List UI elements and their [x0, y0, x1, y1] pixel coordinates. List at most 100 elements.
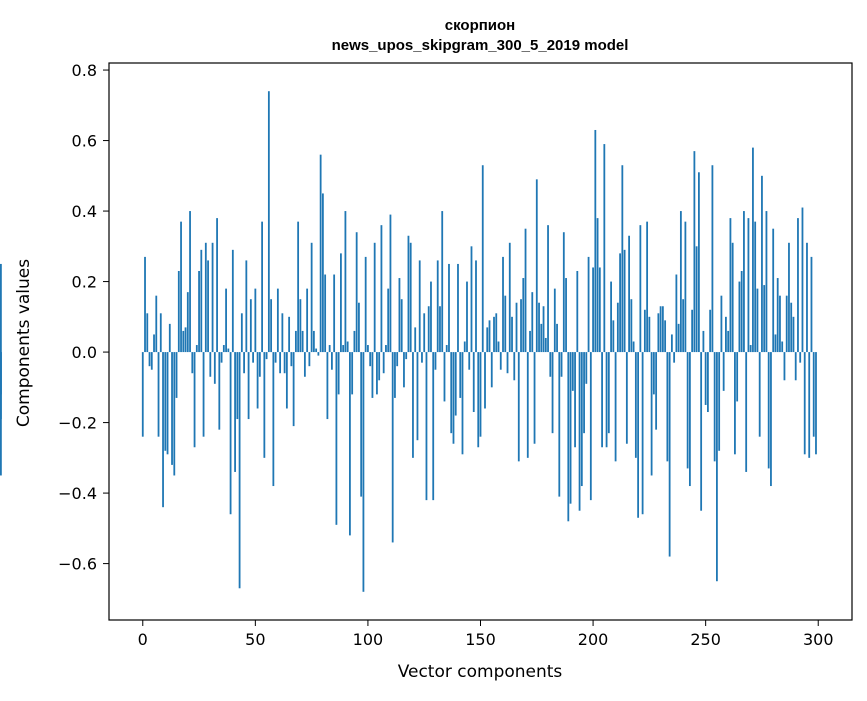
- bar: [670, 334, 673, 353]
- bar: [423, 313, 426, 353]
- bar: [430, 281, 432, 353]
- bar: [267, 91, 270, 353]
- bar: [162, 352, 164, 508]
- bar: [603, 144, 606, 353]
- chart-subtitle: news_upos_skipgram_300_5_2019 model: [332, 37, 629, 54]
- bar: [499, 352, 502, 370]
- bar: [774, 334, 777, 353]
- bar: [279, 352, 282, 374]
- bar: [598, 267, 601, 353]
- chart-title: скорпион: [445, 17, 515, 34]
- bar: [0, 352, 2, 395]
- bar: [490, 352, 493, 388]
- bar: [288, 316, 291, 353]
- bar: [355, 232, 358, 353]
- bar: [583, 352, 585, 434]
- bar: [317, 352, 320, 356]
- bar: [754, 221, 757, 353]
- bar: [337, 352, 340, 395]
- bar: [675, 274, 678, 353]
- x-tick-label: 100: [353, 630, 384, 649]
- bar: [211, 242, 214, 353]
- bar: [371, 352, 374, 398]
- bar: [265, 352, 268, 360]
- bar: [661, 306, 664, 353]
- bar: [310, 242, 313, 353]
- bar: [364, 256, 367, 353]
- bar: [688, 352, 691, 487]
- bar: [614, 352, 617, 462]
- bar: [594, 129, 597, 353]
- bar: [0, 263, 2, 353]
- bar: [236, 352, 239, 420]
- bar: [673, 352, 676, 363]
- bar: [373, 242, 376, 353]
- bar: [571, 352, 574, 391]
- bar: [693, 151, 696, 353]
- bar: [587, 256, 590, 353]
- bar: [400, 299, 403, 353]
- x-axis-label: Vector components: [398, 662, 563, 682]
- bar: [319, 154, 322, 353]
- bar: [457, 263, 459, 353]
- bar: [718, 352, 721, 451]
- bar: [157, 352, 160, 437]
- bar: [403, 352, 405, 388]
- bar: [625, 352, 628, 444]
- bar: [340, 253, 342, 353]
- bar: [659, 306, 662, 353]
- bar: [427, 306, 430, 353]
- bar: [466, 281, 468, 353]
- bar: [549, 352, 552, 377]
- bar: [558, 352, 561, 497]
- bar: [535, 179, 538, 353]
- bar: [529, 330, 531, 353]
- bar: [141, 352, 144, 437]
- bar: [349, 352, 351, 536]
- bar: [182, 330, 185, 353]
- bar: [772, 228, 775, 353]
- bar: [407, 235, 410, 353]
- bar: [434, 352, 437, 370]
- bar: [765, 211, 768, 353]
- bar: [513, 352, 516, 381]
- bar: [394, 352, 396, 398]
- bar: [229, 352, 232, 515]
- bar: [758, 352, 761, 437]
- bar: [682, 299, 685, 353]
- bar: [412, 352, 414, 458]
- bar: [562, 232, 565, 353]
- bar: [195, 345, 198, 353]
- bar: [779, 295, 781, 353]
- bar: [306, 288, 309, 353]
- bar: [470, 246, 473, 353]
- bar: [445, 345, 448, 353]
- bar: [607, 352, 610, 434]
- bar: [508, 242, 511, 353]
- bar: [245, 260, 248, 353]
- bar: [655, 352, 658, 430]
- bar: [810, 256, 813, 353]
- bar: [783, 352, 786, 381]
- bar: [794, 352, 797, 381]
- bar: [749, 345, 752, 353]
- bar: [227, 348, 230, 353]
- bar: [711, 165, 714, 353]
- bar: [797, 218, 799, 353]
- bar: [173, 352, 176, 476]
- y-tick-label: 0.8: [72, 61, 97, 80]
- bar: [441, 211, 444, 353]
- bar: [596, 218, 599, 353]
- bar: [240, 313, 243, 353]
- bar: [709, 309, 712, 353]
- bar: [346, 341, 349, 353]
- bar: [448, 263, 450, 353]
- bar: [743, 211, 745, 353]
- bar: [270, 299, 273, 353]
- bar: [463, 341, 466, 353]
- bar: [351, 352, 354, 395]
- bar: [180, 221, 182, 353]
- y-tick-label: 0.4: [72, 202, 97, 221]
- bar: [222, 345, 225, 353]
- bar: [493, 316, 495, 353]
